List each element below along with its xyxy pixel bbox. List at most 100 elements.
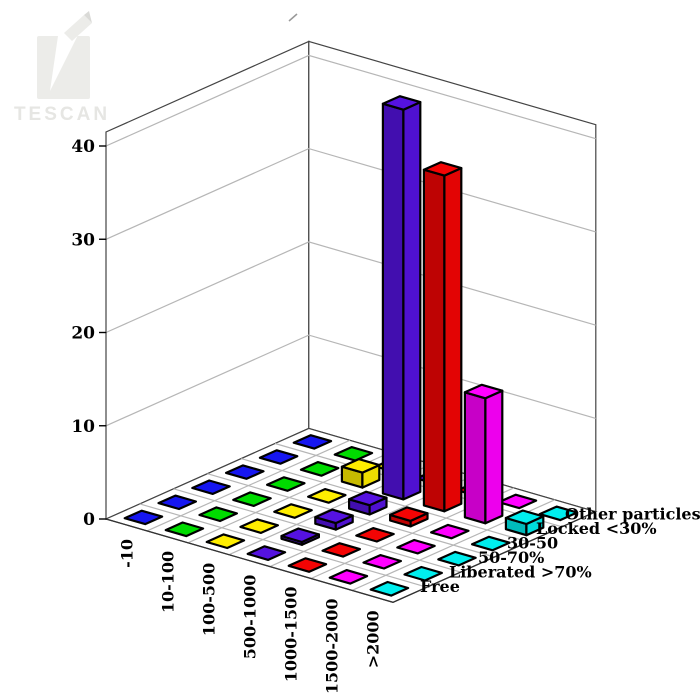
- z-tick-label: 30: [71, 230, 95, 250]
- flat-tile: [191, 479, 231, 495]
- bar-10-100-Free: [164, 521, 205, 538]
- bar-1000-1500-30-50: [389, 506, 429, 528]
- bar-top-face: [348, 490, 388, 507]
- bar--10-50-70%: [191, 479, 231, 495]
- bar-1000-1500-Free: [287, 557, 328, 573]
- flat-tile: [437, 550, 477, 567]
- flat-tile: [396, 538, 436, 555]
- flat-tile: [471, 535, 511, 552]
- bar->2000-Free: [369, 580, 410, 597]
- z-tick-label: 0: [83, 510, 95, 530]
- flat-tile: [246, 545, 287, 562]
- bar--10-Locked <30%: [258, 449, 299, 465]
- bar-1500-2000-Locked <30%: [463, 383, 504, 525]
- bar-10-100-30-50: [266, 476, 306, 492]
- tescan-logo-rect: [37, 36, 90, 99]
- floor-front-edge: [105, 511, 597, 603]
- bar-1500-2000-Liberated >70%: [362, 553, 402, 570]
- bar--10-Free: [123, 509, 164, 526]
- bar-1000-1500-50-70%: [355, 526, 395, 543]
- x-tick-label: 1500-2000: [323, 598, 342, 694]
- z-grid-line: [105, 54, 596, 147]
- bar-right-face: [484, 389, 504, 525]
- flat-tile: [430, 523, 470, 540]
- bar->2000-Other particles: [538, 505, 579, 522]
- floor-grid-line: [173, 488, 461, 573]
- flat-tile: [362, 553, 402, 570]
- x-tick-label: 1000-1500: [282, 587, 301, 683]
- flat-tile: [239, 518, 279, 535]
- bar--10-30-50: [225, 464, 265, 480]
- z-grid-line: [105, 147, 596, 240]
- flat-tile: [299, 461, 340, 477]
- flat-tile: [321, 542, 361, 558]
- flat-tile: [225, 464, 265, 480]
- flat-tile: [258, 449, 299, 465]
- flat-tile: [369, 580, 410, 597]
- flat-tile: [198, 506, 238, 523]
- flat-tile: [164, 521, 205, 538]
- x-tick-label: >2000: [364, 610, 383, 668]
- flat-tile: [157, 494, 197, 511]
- flat-tile: [266, 476, 306, 492]
- tescan-logo-text: TESCAN: [14, 104, 110, 125]
- bar-top-face: [280, 527, 320, 544]
- bar-1500-2000-Free: [328, 568, 369, 585]
- tescan-logo-blade-tip: [84, 11, 92, 23]
- bar-10-100-Other particles: [333, 446, 374, 462]
- bar->2000-30-50: [471, 535, 511, 552]
- z-tick-label: 10: [71, 417, 95, 437]
- depth-tick-label: 50-70%: [478, 548, 544, 567]
- x-tick-label: 500-1000: [241, 575, 260, 660]
- tescan-logo-blade: [64, 15, 92, 41]
- flat-tile: [123, 509, 164, 526]
- z-grid-line: [105, 241, 596, 334]
- bar-1500-2000-50-70%: [396, 538, 436, 555]
- z-tick-label: 20: [71, 324, 95, 344]
- bar-100-500-Free: [205, 533, 246, 550]
- bar-left-face: [422, 168, 446, 513]
- bar-top-face: [422, 161, 463, 177]
- bar-1500-2000-Other particles: [497, 493, 538, 510]
- bar-500-1000-Liberated >70%: [280, 527, 320, 546]
- floor-grid-line: [139, 503, 427, 588]
- bar-100-500-Liberated >70%: [239, 518, 279, 535]
- z-tick-label: 40: [71, 137, 95, 157]
- bar-500-1000-30-50: [348, 490, 388, 516]
- flat-tile: [232, 491, 272, 507]
- bar->2000-50-70%: [437, 550, 477, 567]
- tescan-logo: TESCAN: [14, 11, 110, 125]
- flat-tile: [403, 565, 443, 582]
- bar-100-500-50-70%: [273, 503, 313, 519]
- depth-tick-label: Liberated >70%: [449, 563, 592, 582]
- x-tick-label: 10-100: [159, 551, 178, 613]
- bar-top-face: [314, 508, 354, 525]
- depth-tick-label: Other particles: [565, 505, 700, 524]
- bar-right-face: [402, 100, 422, 501]
- bar->2000-Locked <30%: [504, 509, 545, 537]
- bar-top-face: [381, 95, 422, 111]
- bar--10-Liberated >70%: [157, 494, 197, 511]
- bar-100-500-Locked <30%: [340, 458, 381, 489]
- flat-tile: [273, 503, 313, 519]
- bar-left-face: [381, 102, 405, 501]
- bar-1500-2000-30-50: [430, 523, 470, 540]
- depth-tick-label: Locked <30%: [536, 519, 657, 538]
- flat-tile: [355, 526, 395, 543]
- flat-tile: [328, 568, 369, 585]
- flat-tile: [307, 488, 347, 504]
- flat-tile: [497, 493, 538, 510]
- bar--10-Other particles: [292, 434, 333, 450]
- bar-left-face: [463, 391, 487, 525]
- flat-tile: [333, 446, 374, 462]
- bar-top-face: [340, 458, 381, 474]
- bar-top-face: [463, 383, 504, 400]
- bar-top-face: [504, 509, 545, 526]
- bar-10-100-Liberated >70%: [198, 506, 238, 523]
- flat-tile: [287, 557, 328, 573]
- bar-10-100-Locked <30%: [299, 461, 340, 477]
- depth-tick-label: Free: [420, 577, 460, 596]
- x-tick-label: -10: [118, 539, 137, 568]
- bar->2000-Liberated >70%: [403, 565, 443, 582]
